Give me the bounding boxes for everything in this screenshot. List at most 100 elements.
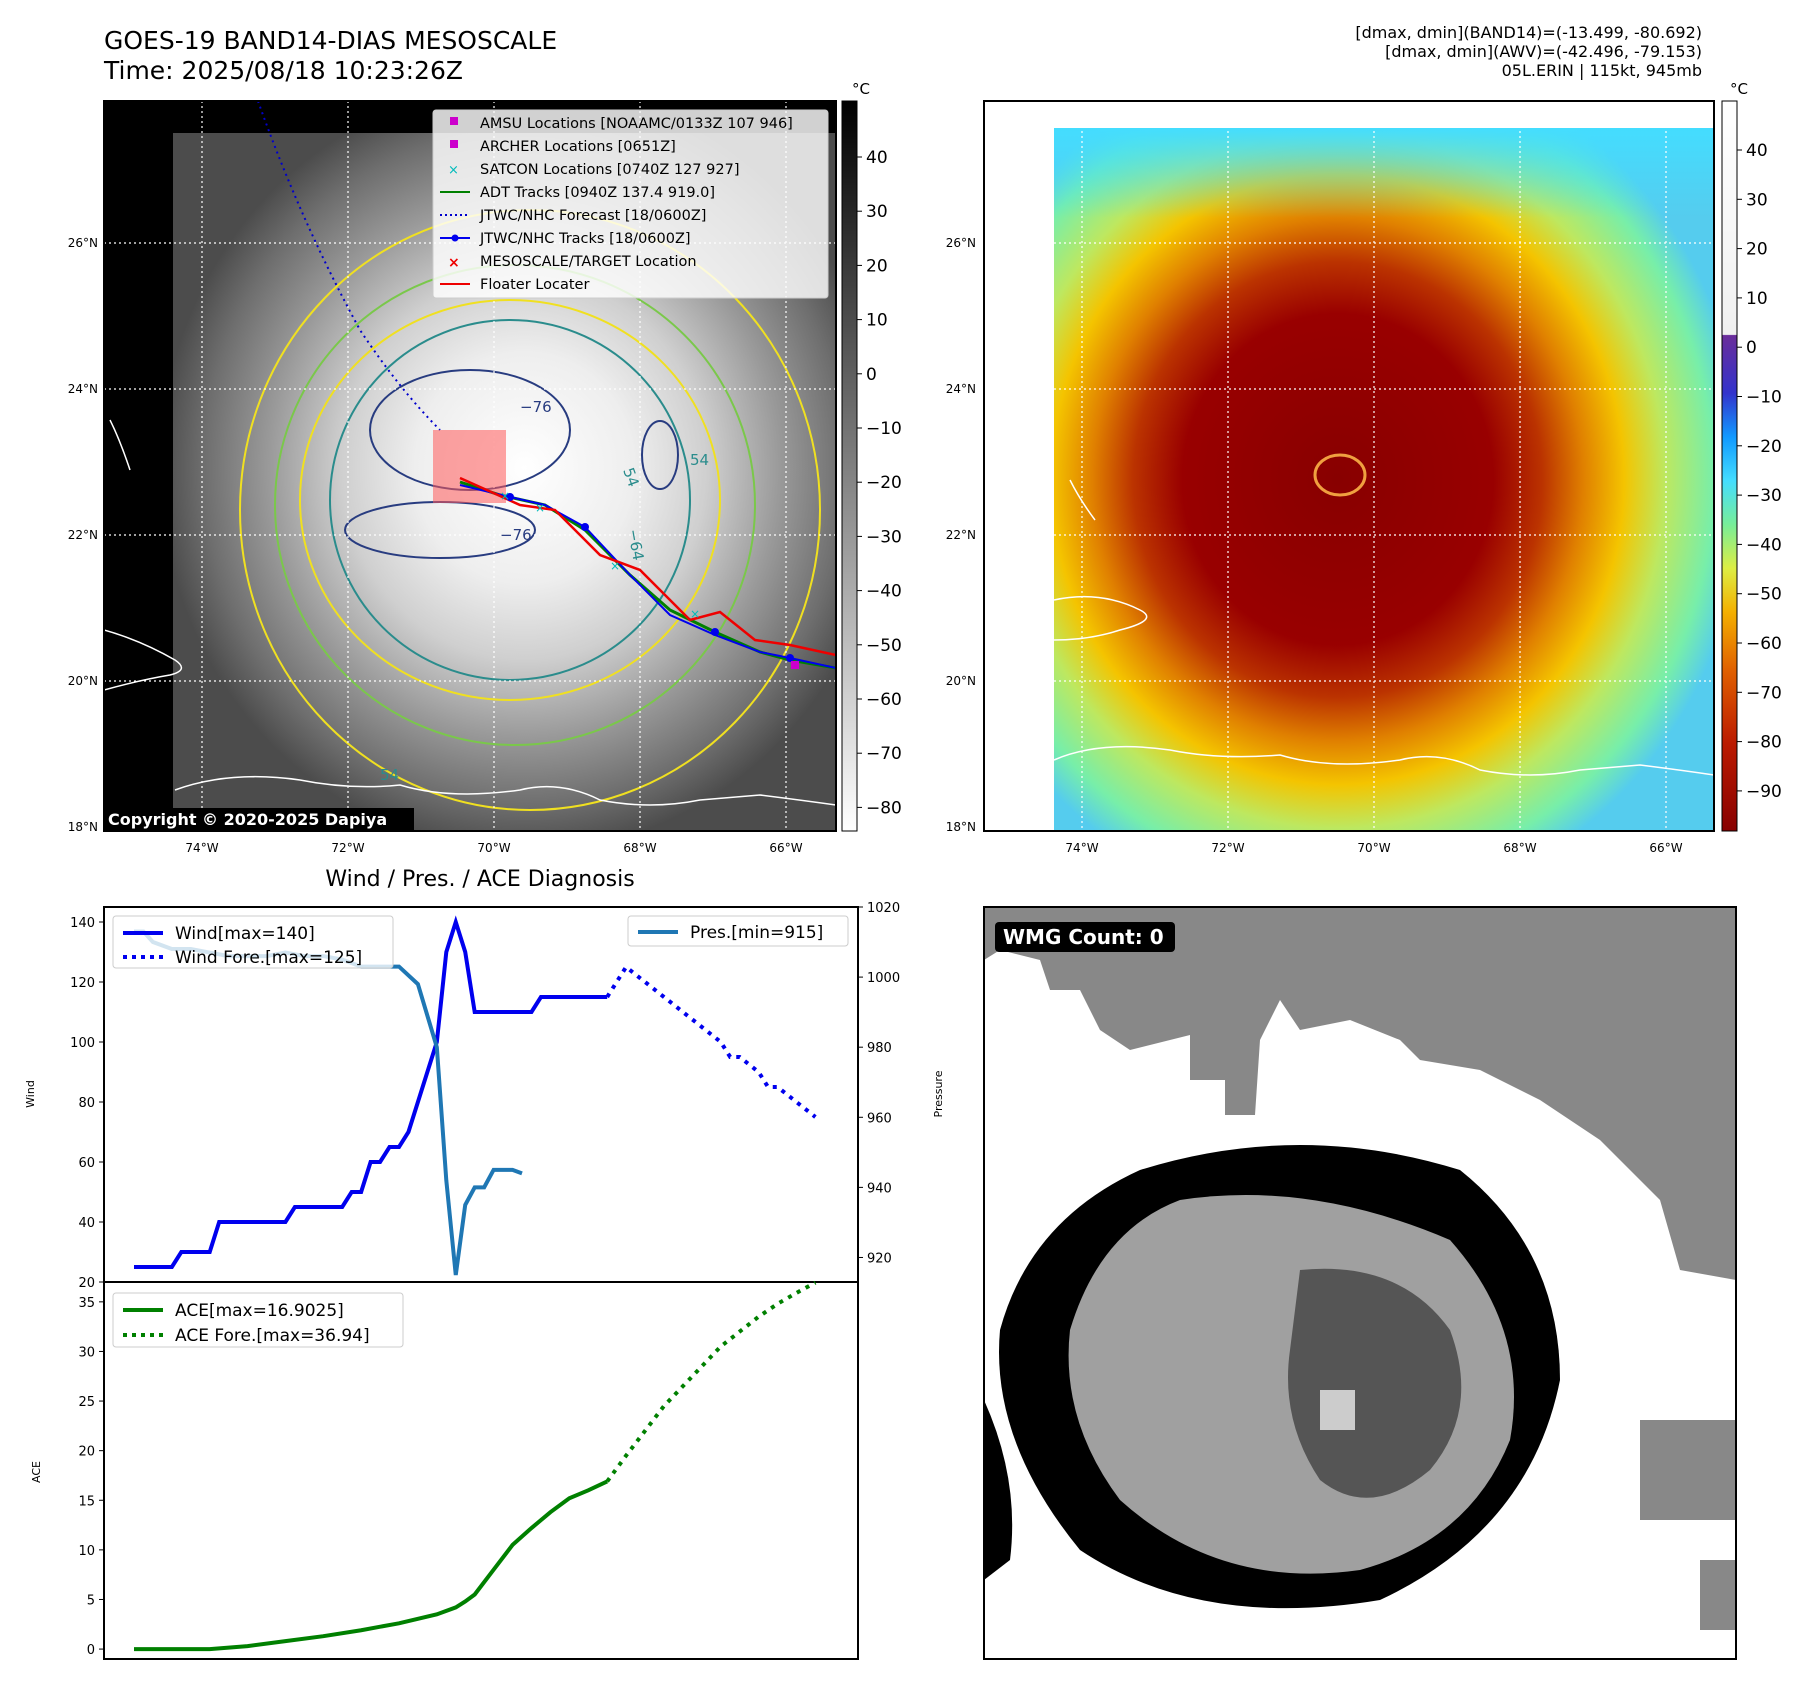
ace-tick-label: 35 [78,1296,95,1311]
colorbar-tick-label: −50 [1746,585,1782,605]
colorbar-tick-label: −40 [866,582,902,602]
wind-legend-label: Wind[max=140] [175,924,315,944]
lat-tick-label: 24°N [68,382,98,396]
legend-archer: ARCHER Locations [0651Z] [480,139,676,155]
figure-title: GOES-19 BAND14-DIAS MESOSCALE Time: 2025… [104,26,557,86]
lon-tick-label: 72°W [331,841,364,855]
colorbar-tick-label: 40 [1746,141,1768,161]
pressure-legend-box [627,915,849,947]
lat-tick-label: 18°N [68,820,98,834]
awv-colorbar: °C 40 30 20 10 0 −10 −20 −30 −40 −50 −60 −70 −80 −90 [1721,80,1782,832]
lon-tick-label: 72°W [1211,841,1244,855]
contour-label-group: −76 −76 −64 54 54 54 [380,398,709,784]
lon-tick-label: 74°W [1065,841,1098,855]
wind-forecast-series-line [605,964,817,1119]
lat-tick-label: 22°N [68,528,98,542]
pressure-tick-label: 1020 [867,901,900,916]
colorbar-tick-label: −80 [866,798,902,818]
svg-text:×: × [690,607,700,621]
ir-legend-box [432,109,829,299]
colorbar-tick-label: −10 [1746,388,1782,408]
floater-track [459,476,836,657]
contour-label-5: 54 [619,465,642,489]
awv-coastline-bahamas [1069,479,1096,521]
wmg-gray-patch-2 [1700,1560,1736,1630]
coastline-bahamas [109,419,131,471]
svg-text:×: × [500,489,510,503]
awv-map [984,101,1714,831]
lat-tick-label: 26°N [946,236,976,250]
square-marker-icon [450,117,458,125]
lat-tick-label: 22°N [946,528,976,542]
jtwc-track [459,484,836,669]
ir-coastlines [104,419,836,806]
lon-tick-label: 70°W [477,841,510,855]
lon-tick-label: 68°W [623,841,656,855]
title-line-2: Time: 2025/08/18 10:23:26Z [104,56,463,85]
info-line-2: [dmax, dmin](AWV)=(-42.496, -79.153) [1385,42,1702,61]
pressure-tick-label: 1000 [867,971,900,986]
diagnosis-title: Wind / Pres. / ACE Diagnosis [325,867,634,892]
copyright-text: Copyright © 2020-2025 Dapiya [108,810,387,829]
contour-label-3: −64 [624,528,647,562]
wmg-eye-cell [1320,1390,1355,1430]
colorbar-tick-label: −60 [866,690,902,710]
wind-tick-label: 80 [78,1096,95,1111]
colorbar-tick-label: −30 [866,527,902,547]
awv-coastlines [1053,479,1714,776]
colorbar-tick-label: 0 [866,365,877,385]
lon-tick-label: 68°W [1503,841,1536,855]
colorbar-tick-label: 20 [1746,240,1768,260]
legend-adt: ADT Tracks [0940Z 137.4 919.0] [480,185,715,201]
satcon-markers: × × × × [500,489,700,621]
coastline-hispaniola [174,775,836,806]
colorbar-tick-label: −90 [1746,782,1782,802]
ace-legend-box [112,1292,404,1348]
pressure-legend-label: Pres.[min=915] [690,923,823,943]
contour-label-2: −76 [500,526,532,544]
svg-text:×: × [610,559,620,573]
wind-tick-label: 40 [78,1216,95,1231]
wmg-panel: WMG Count: 0 [983,906,1737,1660]
ace-tick-label: 0 [87,1643,95,1658]
wind-tick-label: 100 [70,1036,95,1051]
colorbar-tick-label: −50 [866,636,902,656]
wind-pressure-chart: 20 40 60 80 100 120 140 920 940 960 980 1000 1020 W… [24,901,945,1291]
lon-tick-label: 66°W [1649,841,1682,855]
storm-info: [dmax, dmin](BAND14)=(-13.499, -80.692) … [1102,23,1702,80]
contour-teal [329,319,691,681]
colorbar-tick-label: 40 [866,148,888,168]
colorbar-tick-label: 20 [866,256,888,276]
awv-colorbar-unit: °C [1730,80,1748,98]
lat-tick-label: 20°N [946,674,976,688]
contour-navy-3 [641,420,679,490]
ir-colorbar: °C 40 30 20 10 0 −10 −20 −30 −40 −50 −60 −70 −80 [841,80,902,832]
colorbar-tick-label: −20 [866,473,902,493]
awv-imagery [1054,128,1714,831]
jtwc-forecast-track [257,101,441,431]
legend-jtwc-forecast: JTWC/NHC Forecast [18/0600Z] [479,208,706,224]
pressure-tick-label: 980 [867,1041,892,1056]
lat-tick-label: 24°N [946,382,976,396]
contour-label-1: −76 [520,398,552,416]
awv-coastline-cuba [1053,595,1148,641]
lon-tick-label: 70°W [1357,841,1390,855]
awv-dry-band [1054,128,1714,218]
pressure-tick-label: 920 [867,1251,892,1266]
coastline-cuba [104,629,183,691]
colorbar-tick-label: 30 [1746,190,1768,210]
ir-legend: AMSU Locations [NOAAMC/0133Z 107 946] AR… [432,109,829,299]
awv-eye [1313,453,1367,497]
info-line-1: [dmax, dmin](BAND14)=(-13.499, -80.692) [1355,23,1702,42]
contour-label-6: 54 [380,766,399,784]
wind-tick-label: 140 [70,916,95,931]
lat-tick-label: 20°N [68,674,98,688]
legend-floater: Floater Locater [480,277,589,293]
ace-axis-label: ACE [30,1461,43,1483]
lon-tick-label: 66°W [769,841,802,855]
colorbar-tick-label: −80 [1746,733,1782,753]
lat-tick-label: 18°N [946,820,976,834]
wmg-count-label: WMG Count: 0 [1003,925,1164,949]
colorbar-tick-label: 30 [866,202,888,222]
